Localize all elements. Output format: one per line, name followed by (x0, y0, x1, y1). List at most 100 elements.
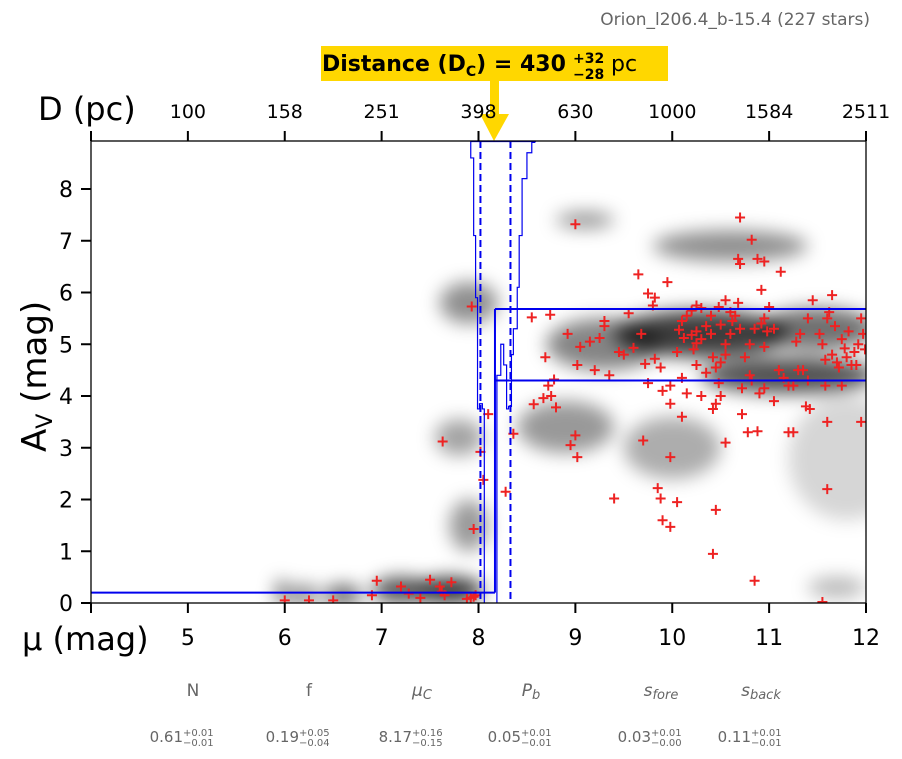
star-marker (528, 399, 539, 410)
star-marker (733, 297, 744, 308)
star-marker (720, 437, 731, 448)
star-marker (526, 312, 537, 323)
model-lines (91, 141, 866, 603)
star-marker (575, 341, 586, 352)
y-tick-label: 2 (59, 489, 73, 514)
star-marker (822, 484, 833, 495)
x-tick-label: 9 (568, 626, 582, 651)
parameter-minus: −0.00 (651, 738, 682, 749)
star-marker (707, 403, 718, 414)
star-marker (437, 436, 448, 447)
star-marker (715, 357, 726, 368)
star-marker (649, 353, 660, 364)
parameter-0: N 0.61 +0.01−0.01 (150, 681, 214, 749)
star-marker (737, 383, 747, 394)
star-marker (628, 342, 639, 353)
star-marker (638, 435, 649, 446)
star-marker (538, 393, 549, 404)
star-marker (328, 595, 339, 603)
parameter-plus: +0.01 (183, 728, 214, 739)
star-marker (749, 575, 760, 586)
parameter-3: Pb 0.05 +0.01−0.01 (488, 681, 552, 749)
star-marker (403, 588, 414, 599)
star-marker (744, 370, 755, 381)
density-blob (652, 230, 808, 262)
star-marker (775, 266, 786, 277)
star-marker (725, 328, 736, 339)
star-marker (820, 380, 831, 391)
density-blob (439, 282, 498, 324)
star-marker (572, 359, 583, 370)
star-marker (707, 352, 718, 363)
distance-prefix: Distance (D (322, 52, 466, 77)
star-marker (636, 328, 647, 339)
y-axis-label-sub: V (33, 414, 58, 429)
star-marker (735, 212, 746, 223)
star-marker (768, 396, 779, 407)
distance-sub: C (466, 64, 476, 80)
star-marker (764, 301, 775, 312)
star-marker (665, 380, 676, 391)
star-marker (759, 256, 770, 267)
star-marker (720, 295, 731, 306)
star-marker (655, 362, 666, 373)
top-tick-label: 2511 (842, 101, 890, 123)
star-marker (446, 577, 457, 588)
star-marker (853, 339, 864, 350)
star-marker (415, 592, 426, 603)
star-marker (788, 427, 799, 438)
star-marker (727, 315, 738, 326)
y-tick-label: 0 (59, 592, 73, 617)
y-axis-label-unit: (mag) (15, 301, 55, 414)
star-marker (655, 493, 666, 504)
star-marker (604, 370, 615, 381)
parameter-minus: −0.01 (521, 738, 552, 749)
y-axis-label: AV (mag) (15, 301, 58, 452)
star-marker (546, 391, 557, 401)
star-marker (814, 328, 825, 339)
star-marker (798, 365, 809, 376)
parameter-plus: +0.16 (412, 728, 443, 739)
star-marker (756, 318, 767, 329)
parameter-name: N (187, 681, 200, 701)
density-blob (555, 212, 615, 228)
top-tick-label: 158 (267, 101, 303, 123)
star-marker (737, 409, 747, 420)
star-marker (662, 277, 673, 288)
star-marker (858, 328, 866, 339)
star-marker (715, 319, 726, 330)
star-marker (710, 398, 721, 409)
parameter-name: sfore (644, 681, 679, 703)
star-marker (827, 290, 838, 301)
y-tick-label: 5 (59, 333, 73, 358)
x-axis: 5 6 7 8 9 10 11 12 (90, 603, 880, 651)
star-marker (618, 349, 629, 360)
density-blob (807, 577, 866, 598)
star-marker (649, 292, 660, 303)
parameter-name: μC (411, 681, 433, 703)
density-blob (289, 584, 319, 603)
parameter-1: f 0.19 +0.05−0.04 (266, 681, 330, 749)
star-marker (425, 574, 436, 585)
star-marker (759, 313, 770, 324)
star-marker (691, 338, 702, 349)
distance-highlight-box (321, 46, 668, 81)
top-tick-label: 630 (557, 101, 593, 123)
star-marker (715, 391, 726, 401)
star-marker (839, 343, 850, 354)
star-marker (303, 595, 314, 603)
star-marker (744, 339, 755, 350)
top-tick-label: 1000 (648, 101, 696, 123)
distance-arrow-shaft (490, 81, 499, 114)
star-marker (754, 388, 765, 399)
star-marker (691, 359, 702, 370)
star-marker (836, 380, 847, 391)
parameter-plus: +0.01 (651, 728, 682, 739)
star-marker (678, 333, 689, 344)
distance-annotation: Distance (DC) = 430 +32 −28 pc (321, 46, 668, 141)
star-marker (707, 548, 718, 559)
posterior-outline-right (496, 141, 537, 603)
star-marker (686, 305, 697, 316)
star-marker (860, 344, 866, 355)
star-marker (652, 483, 663, 494)
